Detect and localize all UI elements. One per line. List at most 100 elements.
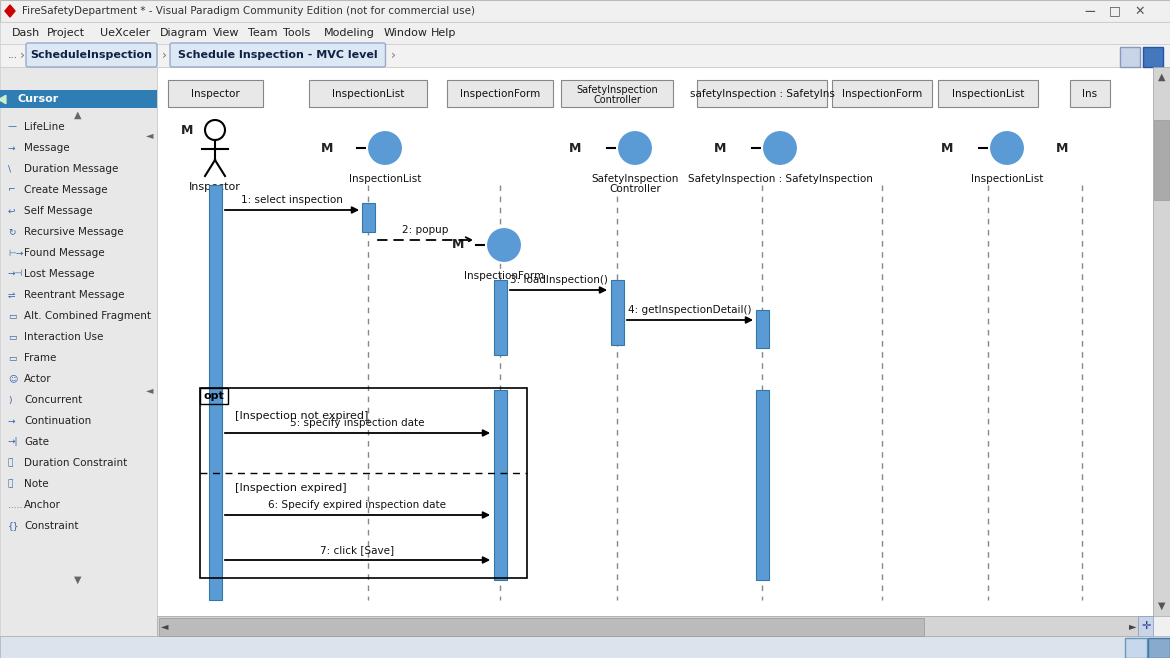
Text: ▭: ▭	[8, 353, 16, 363]
Bar	[0, 22, 1170, 44]
Text: 7: click [Save]: 7: click [Save]	[321, 545, 394, 555]
Text: →: →	[8, 417, 15, 426]
Bar	[157, 616, 1138, 636]
Text: opt: opt	[204, 391, 225, 401]
Text: InspectionForm: InspectionForm	[460, 89, 541, 99]
Text: —: —	[8, 122, 18, 132]
Text: Team: Team	[248, 28, 277, 38]
Text: ›: ›	[391, 49, 395, 61]
Text: Cursor: Cursor	[18, 94, 60, 104]
Text: Inspector: Inspector	[190, 182, 241, 192]
Text: InspectionList: InspectionList	[971, 174, 1044, 184]
Bar	[756, 390, 769, 580]
Text: InspectionForm: InspectionForm	[463, 271, 544, 281]
Text: Schedule Inspection - MVC level: Schedule Inspection - MVC level	[178, 50, 378, 60]
Text: Note: Note	[25, 479, 49, 489]
Text: Actor: Actor	[25, 374, 51, 384]
Text: ✛: ✛	[1141, 621, 1150, 631]
Bar	[1126, 638, 1147, 658]
Text: ScheduleInspection: ScheduleInspection	[30, 50, 152, 60]
Text: −: −	[1083, 3, 1096, 18]
Circle shape	[617, 130, 653, 166]
Text: M: M	[452, 238, 464, 251]
Text: 📄: 📄	[8, 480, 13, 488]
Text: InspectionList: InspectionList	[349, 174, 421, 184]
Text: ▼: ▼	[1158, 601, 1165, 611]
Text: ›: ›	[161, 49, 167, 61]
Circle shape	[989, 130, 1025, 166]
Bar	[0, 0, 1170, 22]
Bar	[1143, 47, 1163, 67]
Bar	[0, 636, 1170, 658]
Text: Recursive Message: Recursive Message	[25, 227, 124, 237]
Text: ▲: ▲	[1158, 72, 1165, 82]
Text: Self Message: Self Message	[25, 206, 92, 216]
Text: {}: {}	[8, 522, 20, 530]
Text: M: M	[941, 141, 954, 155]
Text: M: M	[321, 141, 333, 155]
Circle shape	[367, 130, 402, 166]
Text: Diagram: Diagram	[160, 28, 208, 38]
Text: Duration Constraint: Duration Constraint	[25, 458, 128, 468]
Text: Help: Help	[431, 28, 456, 38]
Text: Reentrant Message: Reentrant Message	[25, 290, 124, 300]
Text: 1: select inspection: 1: select inspection	[241, 195, 343, 205]
Bar	[611, 280, 624, 345]
Bar	[157, 67, 1152, 616]
Text: Window: Window	[384, 28, 427, 38]
Text: Project: Project	[47, 28, 85, 38]
Text: 3: loadInspection(): 3: loadInspection()	[510, 275, 607, 285]
Text: →|: →|	[8, 438, 19, 447]
Bar	[209, 185, 222, 600]
Text: SafetyInspection : SafetyInspection: SafetyInspection : SafetyInspection	[688, 174, 873, 184]
Bar	[1120, 47, 1140, 67]
Bar	[1154, 120, 1169, 200]
Text: ✕: ✕	[1135, 5, 1145, 18]
Bar	[447, 80, 553, 107]
Circle shape	[762, 130, 798, 166]
Text: M: M	[569, 141, 581, 155]
Text: ▼: ▼	[74, 575, 82, 585]
Text: FireSafetyDepartment * - Visual Paradigm Community Edition (not for commercial u: FireSafetyDepartment * - Visual Paradigm…	[22, 6, 475, 16]
Bar	[200, 388, 228, 404]
Circle shape	[486, 227, 522, 263]
Text: SafetyInspection: SafetyInspection	[576, 85, 658, 95]
Text: ▭: ▭	[8, 332, 16, 342]
Text: ►: ►	[1129, 621, 1137, 631]
Text: 4: getInspectionDetail(): 4: getInspectionDetail()	[628, 305, 752, 315]
Bar	[159, 618, 924, 636]
Text: ⌷: ⌷	[8, 459, 13, 467]
Bar	[0, 90, 157, 108]
Text: Ins: Ins	[1082, 89, 1097, 99]
Bar	[560, 80, 673, 107]
FancyBboxPatch shape	[170, 43, 385, 67]
Text: \: \	[8, 164, 11, 174]
Text: Interaction Use: Interaction Use	[25, 332, 103, 342]
Text: ): )	[8, 395, 12, 405]
Text: ...: ...	[8, 50, 18, 60]
Text: M: M	[180, 124, 193, 136]
Bar	[938, 80, 1038, 107]
Circle shape	[205, 120, 225, 140]
Text: M: M	[714, 141, 727, 155]
Bar	[494, 390, 507, 580]
Bar	[0, 44, 1170, 67]
Text: Create Message: Create Message	[25, 185, 108, 195]
Text: Frame: Frame	[25, 353, 56, 363]
Text: Concurrent: Concurrent	[25, 395, 82, 405]
Text: Inspector: Inspector	[191, 89, 240, 99]
Text: Dash: Dash	[12, 28, 40, 38]
Text: ◄: ◄	[145, 130, 153, 140]
Text: Controller: Controller	[610, 184, 661, 194]
Bar	[309, 80, 427, 107]
Bar	[832, 80, 932, 107]
Text: SafetyInspection: SafetyInspection	[591, 174, 679, 184]
Text: Controller: Controller	[593, 95, 641, 105]
Text: [Inspection expired]: [Inspection expired]	[235, 483, 346, 493]
Text: ⊢→: ⊢→	[8, 249, 23, 257]
Text: Duration Message: Duration Message	[25, 164, 118, 174]
Bar	[1148, 638, 1170, 658]
Text: 2: popup: 2: popup	[402, 225, 448, 235]
Text: Gate: Gate	[25, 437, 49, 447]
Text: ›: ›	[20, 49, 25, 61]
